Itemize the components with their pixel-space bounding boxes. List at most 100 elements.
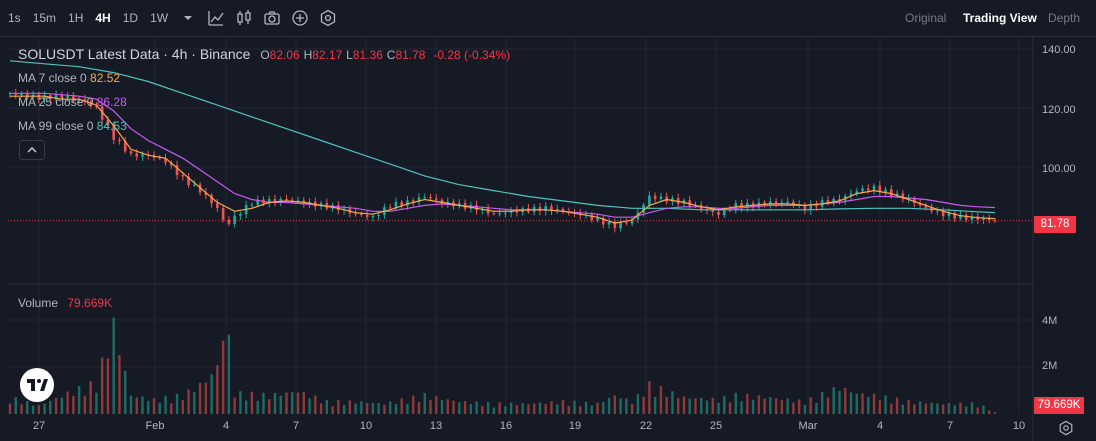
candle-body bbox=[337, 205, 340, 211]
time-tick: 13 bbox=[429, 420, 443, 432]
volume-bar bbox=[112, 317, 115, 414]
ma7-legend: MA 7 close 0 82.52 bbox=[18, 71, 121, 85]
candle-body bbox=[377, 214, 380, 216]
candle-body bbox=[141, 154, 144, 157]
volume-bar bbox=[832, 387, 835, 414]
candle-body bbox=[181, 175, 185, 177]
volume-bar bbox=[170, 403, 173, 414]
volume-bar bbox=[676, 398, 680, 414]
candle-body bbox=[941, 210, 945, 217]
candle-body bbox=[953, 212, 956, 219]
volume-bar bbox=[820, 391, 824, 414]
volume-bar bbox=[60, 397, 64, 414]
volume-bar bbox=[924, 403, 928, 414]
volume-bar bbox=[826, 397, 830, 414]
chevron-up-icon bbox=[27, 147, 37, 153]
volume-bar bbox=[993, 412, 997, 414]
volume-bar bbox=[947, 402, 951, 414]
volume-bar bbox=[285, 392, 288, 414]
symbol-legend: SOLUSDT Latest Data · 4h · Binance O82.0… bbox=[18, 46, 510, 62]
volume-bar bbox=[751, 399, 755, 414]
volume-bar bbox=[786, 398, 789, 414]
candle-body bbox=[256, 199, 259, 205]
chart-toolbar: 1s 15m 1H 4H 1D 1W Original Trading View… bbox=[0, 0, 1096, 37]
candle-body bbox=[872, 185, 876, 191]
time-tick: Feb bbox=[145, 420, 165, 432]
close-value: 81.78 bbox=[395, 48, 426, 62]
settings-hex-icon[interactable] bbox=[314, 0, 342, 36]
volume-bar bbox=[988, 410, 991, 414]
view-depth-button[interactable]: Depth bbox=[1048, 11, 1081, 25]
candle-body bbox=[37, 94, 41, 100]
candle-body bbox=[100, 106, 104, 120]
volume-bar bbox=[970, 402, 974, 414]
volume-bar bbox=[463, 401, 467, 414]
candle-body bbox=[602, 217, 605, 225]
indicators-icon[interactable] bbox=[202, 0, 230, 36]
candle-body bbox=[308, 201, 311, 204]
view-original-button[interactable]: Original bbox=[905, 11, 947, 25]
collapse-legend-button[interactable] bbox=[19, 140, 45, 160]
volume-bar bbox=[659, 385, 663, 414]
volume-bar bbox=[757, 395, 761, 414]
timeframe-1h[interactable]: 1H bbox=[68, 11, 84, 25]
volume-bar bbox=[642, 396, 645, 414]
volume-bar bbox=[976, 407, 979, 414]
open-value: 82.06 bbox=[269, 48, 300, 62]
tradingview-logo[interactable] bbox=[20, 368, 54, 402]
volume-bar bbox=[740, 401, 743, 414]
candle-body bbox=[319, 203, 323, 207]
candle-body bbox=[440, 199, 444, 204]
ma7-value: 82.52 bbox=[90, 71, 121, 85]
candle-body bbox=[175, 165, 179, 176]
volume-bar bbox=[544, 403, 547, 414]
candle-body bbox=[959, 214, 962, 219]
candle-body bbox=[561, 208, 565, 213]
volume-bar bbox=[233, 397, 236, 414]
price-chart[interactable] bbox=[0, 36, 1096, 441]
timeframe-1d[interactable]: 1D bbox=[122, 11, 139, 25]
volume-bar bbox=[688, 398, 691, 414]
timeframe-4h[interactable]: 4H bbox=[95, 11, 111, 25]
timeframe-1w[interactable]: 1W bbox=[150, 11, 169, 25]
candle-body bbox=[285, 198, 288, 200]
volume-bar bbox=[331, 406, 334, 414]
volume-bar bbox=[31, 405, 35, 414]
chart-settings-button[interactable] bbox=[1056, 418, 1076, 438]
volume-bar bbox=[838, 390, 841, 414]
camera-icon[interactable] bbox=[258, 0, 286, 36]
candle-body bbox=[406, 200, 409, 206]
volume-bar bbox=[475, 401, 478, 414]
volume-bar bbox=[314, 395, 317, 414]
candle-body bbox=[267, 199, 271, 204]
timeframe-15m[interactable]: 15m bbox=[32, 11, 57, 25]
view-tradingview-button[interactable]: Trading View bbox=[963, 11, 1037, 25]
volume-bar bbox=[452, 400, 455, 414]
volume-bar bbox=[204, 382, 208, 414]
timeframe-1s[interactable]: 1s bbox=[8, 11, 21, 25]
candle-type-icon[interactable] bbox=[230, 0, 258, 36]
volume-bar bbox=[809, 397, 812, 414]
candle-body bbox=[538, 206, 542, 212]
volume-bar bbox=[371, 403, 375, 414]
candle-body bbox=[832, 198, 836, 204]
volume-bar bbox=[694, 398, 697, 414]
candle-body bbox=[123, 141, 127, 152]
candle-body bbox=[648, 195, 651, 205]
candle-body bbox=[273, 199, 277, 202]
volume-bar bbox=[567, 405, 570, 414]
candle-body bbox=[826, 200, 830, 204]
timeframe-dropdown-icon[interactable] bbox=[174, 0, 202, 36]
candle-body bbox=[947, 212, 951, 217]
volume-bar bbox=[596, 402, 599, 414]
time-tick: 16 bbox=[499, 420, 513, 432]
candle-body bbox=[221, 208, 225, 220]
volume-bar bbox=[890, 403, 893, 414]
candle-body bbox=[54, 94, 58, 100]
volume-bar bbox=[37, 405, 41, 414]
add-icon[interactable] bbox=[286, 0, 314, 36]
candle-body bbox=[164, 158, 167, 163]
volume-bar bbox=[429, 399, 432, 414]
volume-bar bbox=[124, 370, 127, 414]
volume-tick: 2M bbox=[1042, 360, 1058, 372]
